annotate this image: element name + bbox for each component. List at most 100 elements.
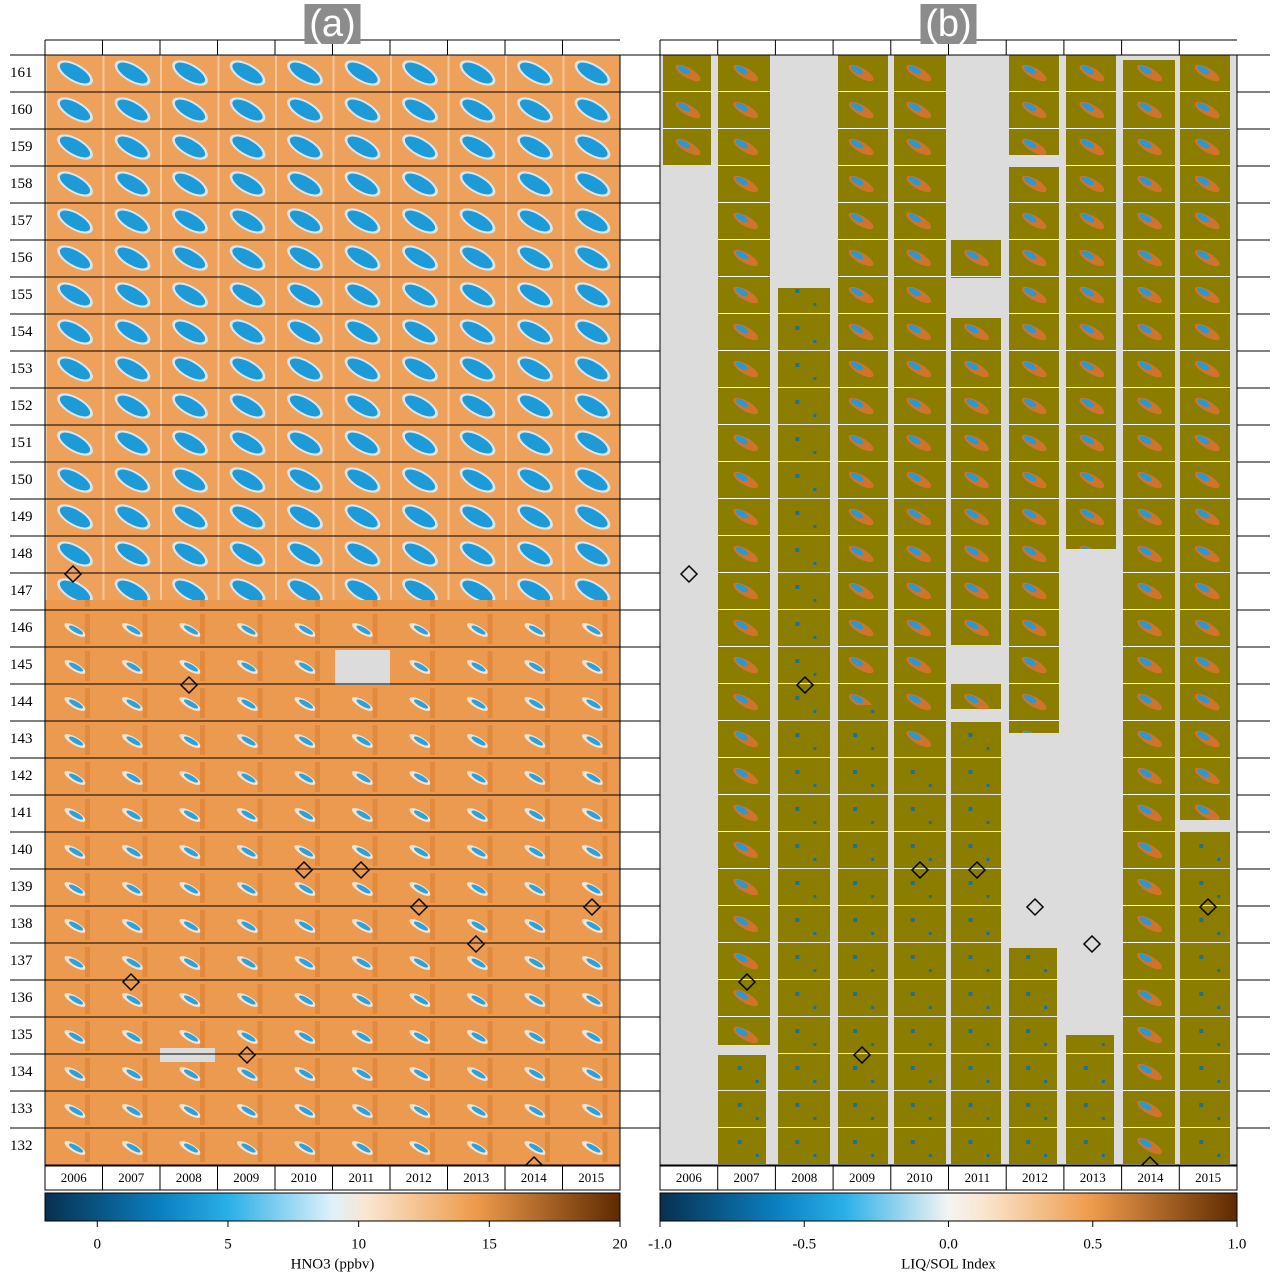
- y-tick-label: 145: [10, 657, 33, 673]
- y-tick-label: 142: [10, 768, 33, 784]
- column-block: [1123, 60, 1175, 1165]
- heatmap-field: [45, 600, 620, 1165]
- column-block: [838, 55, 888, 705]
- diamond-marker: [910, 860, 930, 880]
- missing-data: [335, 650, 390, 685]
- x-tick-label: 2010: [907, 1170, 933, 1185]
- y-tick-label: 157: [10, 213, 33, 229]
- colorbar-tick-label: 0.0: [939, 1236, 958, 1252]
- y-tick-label: 153: [10, 361, 33, 377]
- panel-label: (b): [925, 3, 971, 45]
- diamond-marker: [351, 860, 371, 880]
- diamond-marker: [1198, 897, 1218, 917]
- diamond-marker: [582, 897, 602, 917]
- diamond-marker: [121, 972, 141, 992]
- x-tick-label: 2010: [291, 1170, 317, 1185]
- y-tick-label: 161: [10, 65, 33, 81]
- colorbar-tick-label: -1.0: [648, 1236, 672, 1252]
- x-tick-label: 2012: [406, 1170, 432, 1185]
- y-tick-label: 154: [10, 324, 33, 340]
- colorbar-label: HNO3 (ppbv): [291, 1256, 375, 1272]
- y-tick-label: 149: [10, 509, 33, 525]
- colorbar-tick-label: 20: [613, 1236, 628, 1252]
- colorbar-tick-label: 0: [94, 1236, 102, 1252]
- y-tick-label: 133: [10, 1101, 33, 1117]
- diamond-marker: [466, 934, 486, 954]
- x-tick-label: 2007: [118, 1170, 145, 1185]
- y-tick-label: 132: [10, 1138, 33, 1154]
- y-tick-label: 148: [10, 546, 33, 562]
- y-tick-label: 159: [10, 139, 33, 155]
- colorbar: [44, 1192, 621, 1222]
- column-block: [838, 705, 888, 1165]
- colorbar-label: LIQ/SOL Index: [901, 1256, 996, 1272]
- y-tick-label: 158: [10, 176, 33, 192]
- column-block: [1009, 55, 1059, 155]
- colorbar-tick-label: 0.5: [1083, 1236, 1102, 1252]
- colorbar-tick-label: -0.5: [792, 1236, 816, 1252]
- colorbar-tick-label: 10: [351, 1236, 366, 1252]
- column-block: [718, 1055, 766, 1165]
- y-tick-label: 138: [10, 916, 33, 932]
- x-tick-label: 2014: [521, 1170, 548, 1185]
- column-block: [951, 318, 1001, 645]
- diamond-marker: [679, 564, 699, 584]
- panel-label: (a): [309, 3, 355, 45]
- missing-data: [160, 1048, 215, 1062]
- diamond-marker: [1082, 934, 1102, 954]
- y-tick-label: 137: [10, 953, 33, 969]
- x-tick-label: 2006: [61, 1170, 88, 1185]
- column-block: [718, 55, 770, 1045]
- diamond-marker: [967, 860, 987, 880]
- y-tick-label: 156: [10, 250, 33, 266]
- y-tick-label: 146: [10, 620, 33, 636]
- panel-label-box: [304, 4, 361, 44]
- column-block: [778, 288, 830, 1165]
- y-tick-label: 136: [10, 990, 33, 1006]
- x-tick-label: 2015: [578, 1170, 604, 1185]
- y-tick-label: 139: [10, 879, 33, 895]
- column-block: [1180, 832, 1230, 1165]
- y-tick-label: 144: [10, 694, 33, 710]
- y-tick-label: 152: [10, 398, 33, 414]
- column-block: [1066, 1035, 1114, 1165]
- colorbar-tick-label: 1.0: [1228, 1236, 1247, 1252]
- diamond-marker: [737, 972, 757, 992]
- column-block: [1009, 167, 1059, 733]
- y-tick-label: 140: [10, 842, 33, 858]
- column-block: [663, 55, 711, 165]
- column-block: [1066, 55, 1116, 549]
- diamond-marker: [63, 564, 83, 584]
- markers: [63, 564, 1218, 1175]
- colorbar-tick-label: 15: [482, 1236, 497, 1252]
- column-block: [1009, 948, 1057, 1165]
- y-tick-label: 143: [10, 731, 33, 747]
- olive-columns: [663, 55, 1230, 1165]
- x-tick-label: 2014: [1137, 1170, 1164, 1185]
- colorbar-tick-label: 5: [224, 1236, 232, 1252]
- column-block: [1180, 55, 1230, 820]
- diamond-marker: [237, 1045, 257, 1065]
- colorbar: [659, 1192, 1238, 1222]
- x-tick-label: 2007: [734, 1170, 761, 1185]
- diamond-marker: [795, 675, 815, 695]
- y-tick-label: 150: [10, 472, 33, 488]
- diamond-marker: [409, 897, 429, 917]
- x-tick-label: 2011: [348, 1170, 374, 1185]
- x-tick-label: 2013: [1080, 1170, 1106, 1185]
- y-tick-label: 160: [10, 102, 33, 118]
- column-block: [951, 684, 1001, 709]
- diamond-marker: [852, 1045, 872, 1065]
- diamond-marker: [1025, 897, 1045, 917]
- y-tick-label: 134: [10, 1064, 33, 1080]
- x-tick-label: 2012: [1022, 1170, 1048, 1185]
- diamond-marker: [294, 860, 314, 880]
- x-tick-label: 2009: [849, 1170, 875, 1185]
- y-tick-label: 147: [10, 583, 33, 599]
- heatmap-field: [45, 55, 620, 600]
- column-block: [951, 240, 1001, 278]
- x-tick-label: 2011: [965, 1170, 991, 1185]
- x-tick-label: 2008: [791, 1170, 817, 1185]
